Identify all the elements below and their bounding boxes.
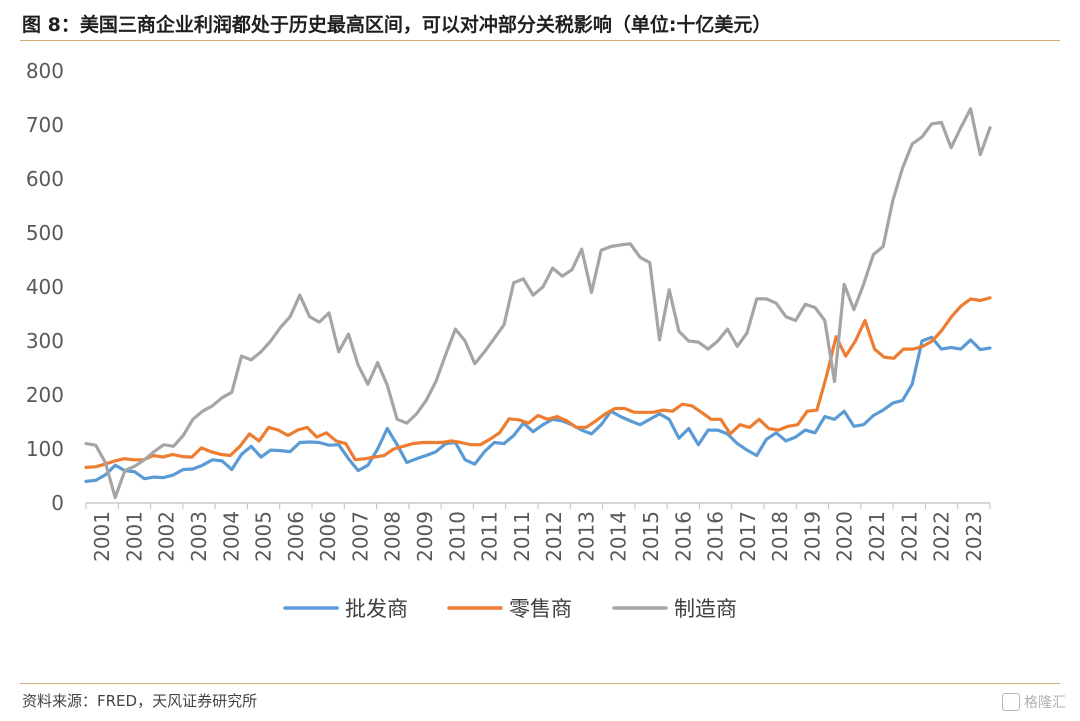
x-tick-label: 2021 xyxy=(897,511,921,562)
y-tick-label: 100 xyxy=(26,437,64,461)
x-tick-label: 2006 xyxy=(316,511,340,562)
chart-title: 图 8：美国三商企业利润都处于历史最高区间，可以对冲部分关税影响（单位:十亿美元… xyxy=(22,14,772,36)
x-tick-label: 2020 xyxy=(833,511,857,562)
y-tick-label: 200 xyxy=(26,383,64,407)
series-line-1 xyxy=(84,335,992,483)
y-tick-label: 500 xyxy=(26,221,64,245)
x-tick-label: 2011 xyxy=(510,511,534,562)
x-tick-label: 2005 xyxy=(252,511,276,562)
x-tick-label: 2011 xyxy=(478,511,502,562)
watermark: 格隆汇 xyxy=(1002,692,1066,712)
legend-label: 零售商 xyxy=(509,597,572,621)
x-tick-label: 2001 xyxy=(122,511,146,562)
legend-label: 制造商 xyxy=(674,597,737,621)
x-tick-label: 2014 xyxy=(607,511,631,562)
x-tick-label: 2016 xyxy=(671,511,695,562)
x-tick-label: 2009 xyxy=(413,511,437,562)
y-tick-label: 700 xyxy=(26,113,64,137)
x-tick-label: 2002 xyxy=(155,511,179,562)
x-tick-label: 2018 xyxy=(768,511,792,562)
x-tick-label: 2013 xyxy=(574,511,598,562)
y-tick-label: 400 xyxy=(26,275,64,299)
series-line-2 xyxy=(84,296,992,469)
x-tick-label: 2019 xyxy=(800,511,824,562)
x-tick-label: 2010 xyxy=(445,511,469,562)
x-axis-ticks: 2001 2001 2002 2003 2004 2005 2006 2006 2007 2008… xyxy=(90,511,986,562)
series-lines xyxy=(84,107,992,500)
x-tick-label: 2017 xyxy=(736,511,760,562)
watermark-logo-icon xyxy=(1002,693,1020,711)
x-tick-label: 2012 xyxy=(542,511,566,562)
y-tick-label: 0 xyxy=(51,491,64,515)
footer-divider xyxy=(20,683,1060,684)
x-tick-label: 2007 xyxy=(348,511,372,562)
x-tick-label: 2021 xyxy=(865,511,889,562)
x-tick-label: 2023 xyxy=(962,511,986,562)
x-tick-label: 2001 xyxy=(90,511,114,562)
y-axis-ticks: 0 100 200 300 400 500 600 700 800 xyxy=(26,59,64,515)
watermark-text: 格隆汇 xyxy=(1024,695,1066,711)
source-note: 资料来源：FRED，天风证券研究所 xyxy=(22,692,258,710)
series-line-3 xyxy=(84,107,992,500)
x-tick-label: 2008 xyxy=(381,511,405,562)
x-tick-label: 2003 xyxy=(187,511,211,562)
x-tick-label: 2004 xyxy=(219,511,243,562)
legend: 批发商 零售商 制造商 xyxy=(283,597,737,621)
x-axis-tick-marks xyxy=(85,503,991,509)
legend-label: 批发商 xyxy=(345,597,408,621)
x-tick-label: 2006 xyxy=(284,511,308,562)
y-tick-label: 600 xyxy=(26,167,64,191)
x-tick-label: 2022 xyxy=(930,511,954,562)
title-divider xyxy=(20,40,1060,41)
y-tick-label: 300 xyxy=(26,329,64,353)
x-tick-label: 2015 xyxy=(639,511,663,562)
y-tick-label: 800 xyxy=(26,59,64,83)
x-tick-label: 2016 xyxy=(704,511,728,562)
